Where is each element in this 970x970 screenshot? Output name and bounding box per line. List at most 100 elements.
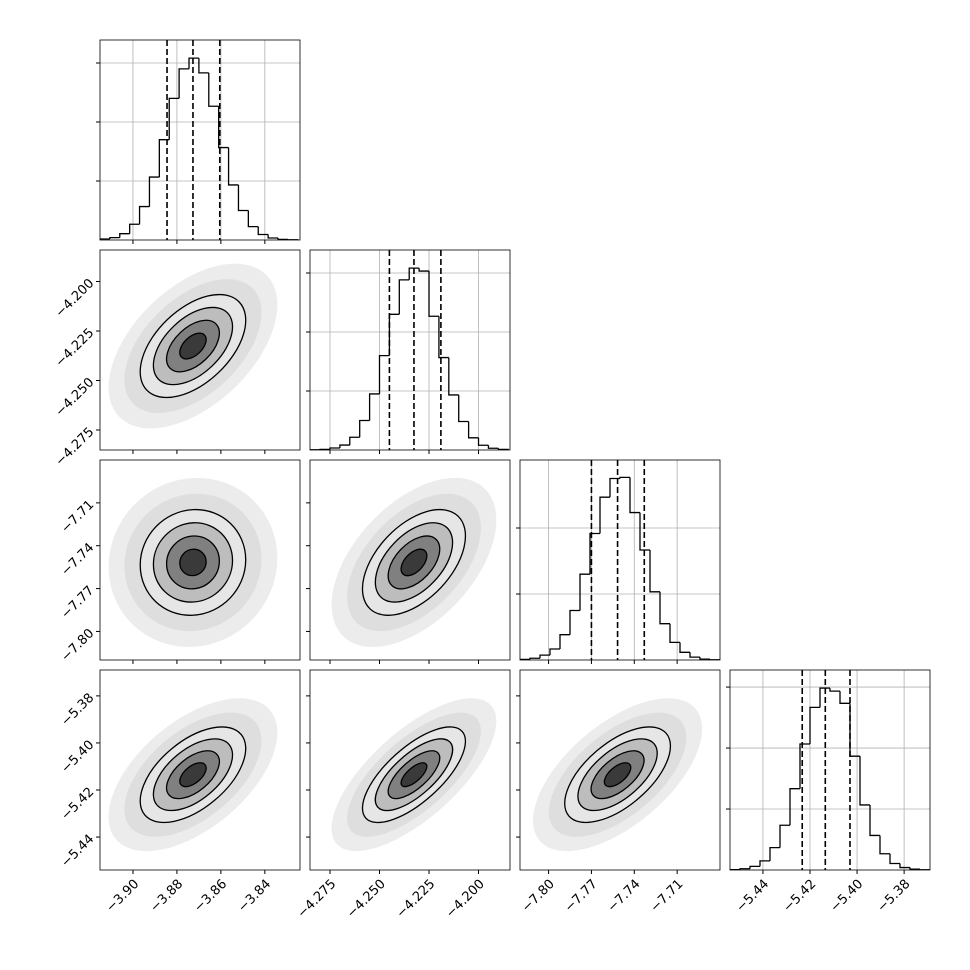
y-tick-label: −4.250 bbox=[53, 375, 98, 420]
panel-frame bbox=[309, 459, 511, 661]
histogram-step bbox=[388, 313, 400, 356]
x-tick-label: −4.225 bbox=[394, 877, 439, 922]
contour bbox=[400, 548, 428, 577]
histogram-step bbox=[769, 846, 780, 861]
histogram-step bbox=[799, 743, 810, 789]
histogram-step bbox=[438, 316, 449, 359]
histogram-step bbox=[277, 238, 288, 240]
panel bbox=[310, 250, 510, 450]
panel-frame bbox=[309, 249, 511, 451]
panel-frame bbox=[519, 669, 721, 871]
histogram-step bbox=[599, 496, 610, 534]
y-tick-label: −7.80 bbox=[59, 626, 98, 665]
histogram-step bbox=[529, 657, 540, 660]
y-tick-label: −4.275 bbox=[53, 425, 98, 470]
histogram-step bbox=[418, 268, 430, 272]
x-tick-label: −7.80 bbox=[519, 877, 558, 916]
histogram-step bbox=[100, 238, 110, 240]
histogram-step bbox=[198, 58, 209, 74]
panel bbox=[520, 460, 720, 660]
histogram-step bbox=[428, 271, 439, 317]
x-tick-label: −7.71 bbox=[648, 877, 687, 916]
density-level bbox=[179, 762, 207, 787]
panel bbox=[331, 477, 497, 648]
histogram-step bbox=[539, 654, 550, 659]
histogram-step bbox=[779, 824, 790, 848]
histogram-step bbox=[467, 421, 479, 439]
histogram-step bbox=[158, 139, 170, 178]
density-level bbox=[179, 549, 207, 576]
histogram-step bbox=[549, 648, 560, 656]
histogram-step bbox=[699, 657, 710, 660]
panel bbox=[730, 670, 930, 870]
contour bbox=[387, 750, 441, 800]
contour bbox=[179, 762, 207, 788]
x-tick-label: −3.90 bbox=[103, 877, 142, 916]
histogram-step bbox=[909, 867, 920, 870]
histogram-step bbox=[789, 788, 800, 826]
x-tick-label: −3.84 bbox=[235, 877, 274, 916]
x-tick-label: −5.44 bbox=[733, 877, 772, 916]
histogram-step bbox=[218, 106, 229, 149]
panel bbox=[108, 698, 278, 852]
contour bbox=[165, 319, 220, 373]
histogram-step bbox=[339, 444, 350, 449]
y-tick-label: −4.225 bbox=[53, 326, 98, 371]
panel-frame bbox=[99, 669, 301, 871]
x-tick-label: −4.275 bbox=[295, 877, 340, 922]
panel-frame bbox=[99, 249, 301, 451]
panel-frame bbox=[519, 459, 721, 661]
contour bbox=[152, 522, 234, 603]
panel-frame bbox=[729, 669, 931, 871]
histogram-step bbox=[408, 267, 420, 280]
histogram-step bbox=[679, 642, 690, 653]
contour bbox=[165, 535, 220, 590]
histogram-step bbox=[129, 223, 140, 234]
panel bbox=[532, 698, 703, 852]
histogram-step bbox=[889, 853, 900, 865]
histogram-step bbox=[227, 147, 239, 186]
x-tick-label: −7.77 bbox=[562, 877, 601, 916]
x-tick-label: −4.250 bbox=[344, 877, 389, 922]
panel bbox=[100, 40, 300, 240]
histogram-step bbox=[839, 691, 850, 704]
panel bbox=[108, 477, 278, 648]
histogram-step bbox=[148, 176, 160, 207]
panel bbox=[108, 263, 278, 429]
histogram-step bbox=[659, 591, 670, 625]
histogram-step bbox=[559, 634, 570, 649]
contour bbox=[400, 762, 428, 788]
x-tick-label: −3.88 bbox=[147, 877, 186, 916]
panel-frame bbox=[99, 459, 301, 661]
histogram-step bbox=[899, 863, 910, 869]
histogram-step bbox=[257, 226, 269, 236]
panel-frame bbox=[99, 39, 301, 241]
y-tick-label: −7.74 bbox=[59, 540, 98, 579]
contour bbox=[387, 535, 441, 590]
contour bbox=[374, 522, 454, 603]
histogram-step bbox=[739, 868, 750, 870]
contour bbox=[361, 726, 467, 824]
contour bbox=[603, 762, 632, 788]
histogram-step bbox=[629, 477, 640, 514]
x-tick-label: −5.40 bbox=[828, 877, 867, 916]
histogram-step bbox=[359, 419, 370, 438]
histogram-step bbox=[579, 573, 590, 611]
x-tick-label: −5.42 bbox=[781, 877, 820, 916]
histogram-step bbox=[569, 609, 580, 635]
y-tick-label: −5.44 bbox=[59, 832, 98, 871]
histogram-step bbox=[669, 623, 680, 644]
histogram-step bbox=[520, 658, 530, 660]
contour bbox=[139, 293, 247, 399]
contour bbox=[139, 726, 247, 824]
histogram-step bbox=[619, 476, 630, 479]
histogram-step bbox=[869, 804, 880, 837]
histogram-step bbox=[589, 532, 600, 575]
histogram-step bbox=[368, 393, 380, 421]
histogram-step bbox=[349, 436, 360, 446]
x-tick-label: −7.74 bbox=[605, 877, 644, 916]
histogram-step bbox=[267, 234, 279, 239]
y-tick-label: −5.38 bbox=[59, 691, 98, 730]
contour bbox=[361, 508, 467, 616]
